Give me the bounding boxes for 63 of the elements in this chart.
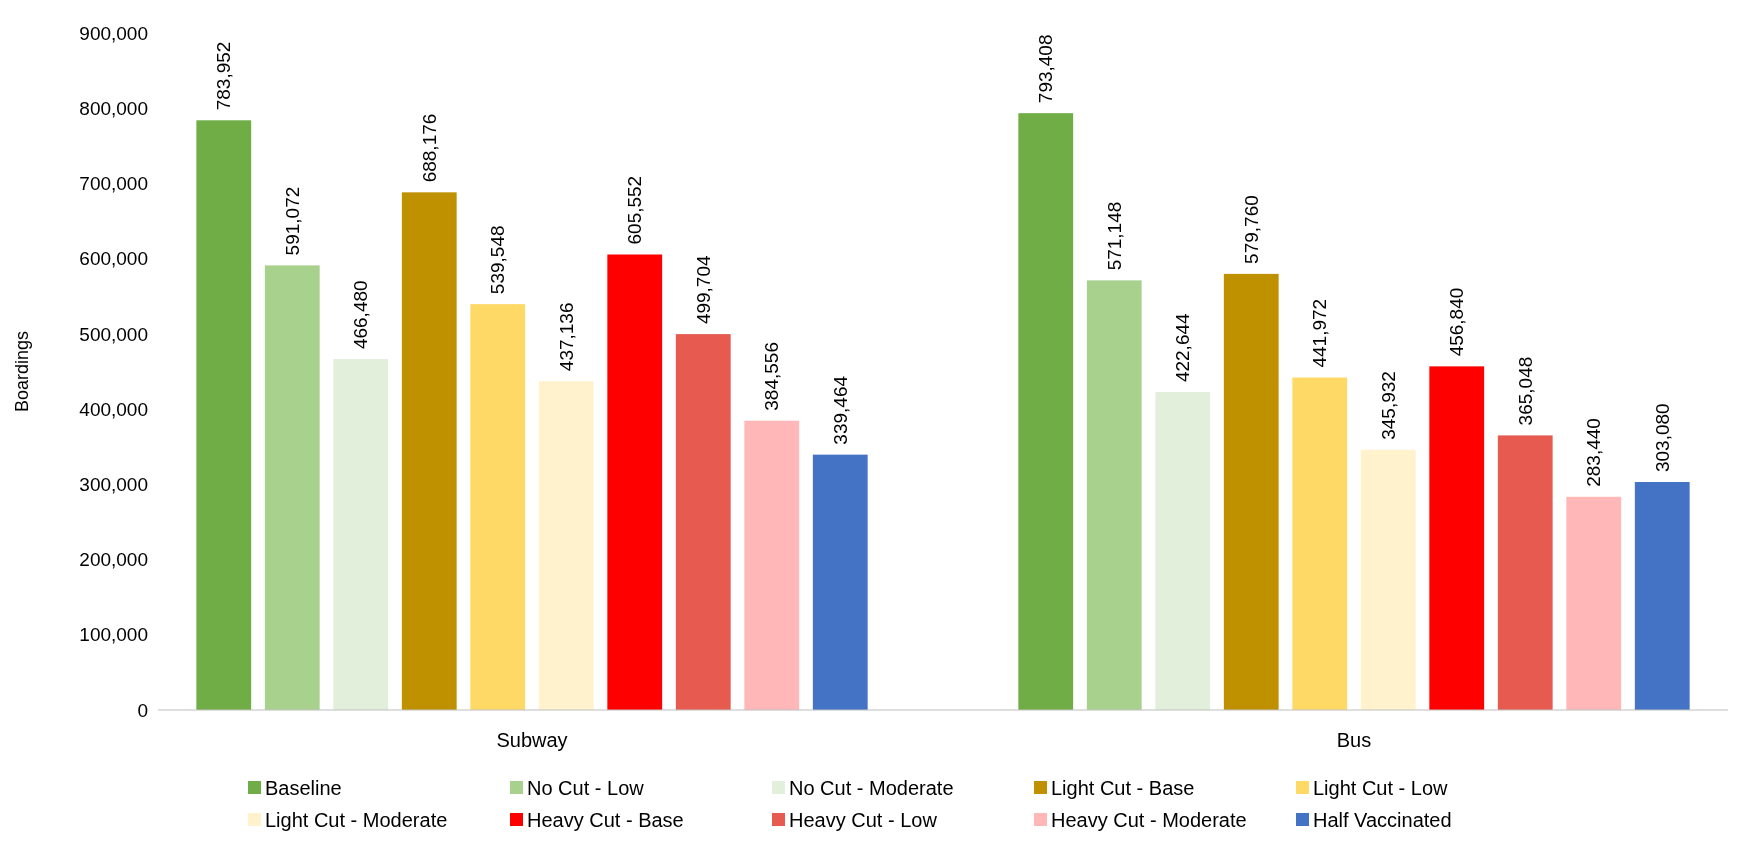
bar <box>1086 280 1142 710</box>
data-label: 345,932 <box>1377 371 1399 440</box>
bar <box>1634 482 1690 710</box>
legend-label: Light Cut - Base <box>1051 777 1195 799</box>
y-tick-label: 800,000 <box>79 97 148 119</box>
data-label: 365,048 <box>1514 356 1536 426</box>
y-tick-label: 400,000 <box>79 398 148 420</box>
data-label: 579,760 <box>1240 195 1262 264</box>
data-label: 441,972 <box>1309 298 1331 368</box>
data-label: 384,556 <box>761 342 783 411</box>
data-label: 605,552 <box>624 175 646 245</box>
legend-label: Light Cut - Moderate <box>265 809 448 831</box>
y-tick-label: 500,000 <box>79 323 148 345</box>
y-tick-label: 700,000 <box>79 173 148 195</box>
y-tick-label: 300,000 <box>79 473 148 495</box>
data-label: 793,408 <box>1035 34 1057 104</box>
bar <box>1155 392 1211 710</box>
bar <box>470 304 526 710</box>
bar <box>538 381 594 710</box>
data-label: 303,080 <box>1651 403 1673 473</box>
y-axis-title: Boardings <box>12 330 32 413</box>
data-label: 422,644 <box>1172 312 1194 383</box>
y-tick-label: 100,000 <box>79 624 148 646</box>
bar <box>1566 496 1622 710</box>
legend-label: Heavy Cut - Moderate <box>1051 809 1247 831</box>
legend-label: No Cut - Moderate <box>789 777 954 799</box>
y-tick-label: 900,000 <box>79 22 148 44</box>
legend-label: No Cut - Low <box>527 777 645 799</box>
bar <box>744 420 800 710</box>
bar <box>1360 449 1416 710</box>
data-label: 783,952 <box>213 41 235 111</box>
data-label: 437,136 <box>555 302 577 372</box>
data-label: 499,704 <box>692 255 714 325</box>
legend-label: Half Vaccinated <box>1313 809 1452 831</box>
y-tick-label: 600,000 <box>79 248 148 270</box>
bar <box>333 359 389 710</box>
x-tick-label: Subway <box>496 729 568 751</box>
data-label: 283,440 <box>1583 418 1605 487</box>
data-label: 339,464 <box>829 375 851 445</box>
bar <box>1223 273 1279 710</box>
data-label: 591,072 <box>281 186 303 256</box>
bar <box>607 254 663 710</box>
data-label: 539,548 <box>487 225 509 295</box>
legend-label: Baseline <box>265 777 342 799</box>
bar <box>1429 366 1485 710</box>
data-label: 688,176 <box>418 113 440 183</box>
data-label: 571,148 <box>1103 201 1125 271</box>
data-label: 456,840 <box>1446 287 1468 357</box>
bar <box>812 454 868 710</box>
y-tick-label: 0 <box>137 699 148 721</box>
bar <box>1292 377 1348 710</box>
legend-label: Light Cut - Low <box>1313 777 1449 799</box>
legend-label: Heavy Cut - Base <box>527 809 684 831</box>
y-tick-label: 200,000 <box>79 549 148 571</box>
bar <box>675 334 731 710</box>
bar <box>196 120 252 710</box>
bar <box>264 265 320 710</box>
x-tick-label: Bus <box>1336 729 1372 751</box>
data-label: 466,480 <box>350 280 372 350</box>
bar <box>1497 435 1553 710</box>
bar <box>401 192 457 710</box>
bar <box>1018 113 1074 710</box>
legend-label: Heavy Cut - Low <box>789 809 938 831</box>
